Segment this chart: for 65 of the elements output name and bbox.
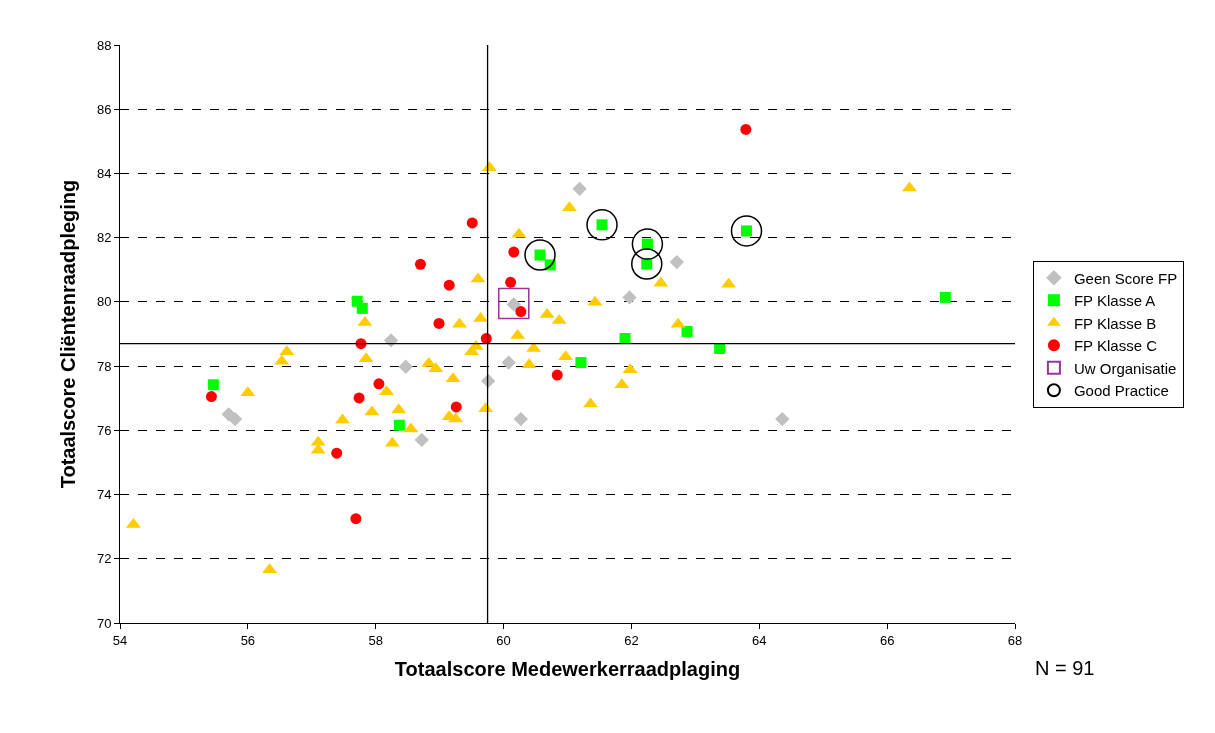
legend-label: Uw Organisatie bbox=[1073, 359, 1177, 377]
y-tick-label: 82 bbox=[96, 230, 112, 246]
point bbox=[398, 359, 413, 374]
x-tick-label: 56 bbox=[240, 632, 256, 648]
point bbox=[524, 239, 556, 271]
point bbox=[356, 302, 368, 314]
point bbox=[466, 217, 478, 229]
point bbox=[681, 325, 693, 337]
point bbox=[775, 411, 790, 427]
point bbox=[205, 391, 217, 403]
y-tick-label: 70 bbox=[96, 615, 112, 631]
y-tick-label: 84 bbox=[96, 165, 112, 181]
legend-label: Geen Score FP bbox=[1073, 269, 1178, 287]
point bbox=[450, 401, 462, 413]
legend-label: FP Klasse B bbox=[1073, 314, 1157, 332]
point bbox=[505, 276, 517, 288]
y-tick-label: 80 bbox=[96, 294, 112, 310]
point bbox=[631, 248, 663, 280]
y-tick-label: 86 bbox=[96, 101, 112, 117]
y-tick-label: 72 bbox=[96, 551, 112, 567]
y-tick-label: 78 bbox=[96, 358, 112, 374]
y-tick-label: 88 bbox=[96, 37, 112, 53]
x-tick-label: 54 bbox=[112, 632, 128, 648]
x-tick-label: 62 bbox=[624, 632, 639, 648]
point bbox=[572, 181, 587, 197]
point bbox=[575, 357, 587, 369]
point bbox=[586, 209, 618, 241]
point bbox=[515, 306, 527, 318]
legend-label: FP Klasse A bbox=[1073, 292, 1156, 310]
point bbox=[433, 317, 445, 329]
point bbox=[508, 246, 520, 258]
point bbox=[207, 379, 219, 391]
x-tick-label: 68 bbox=[1007, 632, 1023, 648]
y-tick-label: 76 bbox=[96, 422, 112, 438]
legend-label: FP Klasse C bbox=[1073, 337, 1158, 355]
x-tick-label: 66 bbox=[879, 632, 895, 648]
x-tick-label: 60 bbox=[496, 632, 511, 648]
point bbox=[619, 333, 631, 344]
point bbox=[414, 258, 426, 270]
point bbox=[714, 342, 726, 354]
y-axis-title: Totaalscore Cliëntenraadpleging bbox=[57, 179, 80, 489]
x-tick-label: 64 bbox=[752, 632, 767, 648]
point bbox=[730, 215, 763, 247]
point bbox=[498, 287, 530, 320]
point bbox=[350, 513, 362, 525]
point bbox=[353, 392, 365, 404]
point bbox=[513, 411, 528, 427]
point bbox=[622, 290, 637, 305]
y-tick-label: 74 bbox=[96, 487, 112, 503]
point bbox=[740, 123, 752, 135]
point bbox=[227, 411, 243, 427]
point bbox=[501, 355, 516, 370]
point bbox=[939, 291, 951, 303]
point bbox=[551, 369, 563, 381]
point bbox=[669, 254, 684, 270]
point bbox=[331, 447, 343, 459]
legend-label: Good Practice bbox=[1073, 382, 1169, 400]
point bbox=[414, 432, 429, 448]
text: N = 91 bbox=[1035, 657, 1095, 679]
x-axis-title: Totaalscore Medewerkerraadplaging bbox=[394, 658, 741, 681]
point bbox=[393, 419, 405, 431]
point bbox=[373, 378, 385, 390]
point bbox=[443, 279, 455, 291]
x-tick-label: 58 bbox=[368, 632, 383, 648]
point bbox=[631, 228, 664, 260]
